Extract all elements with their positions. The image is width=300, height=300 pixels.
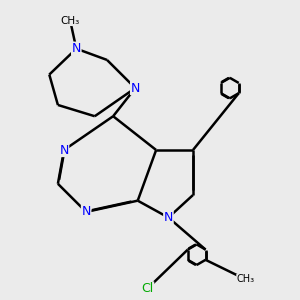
Text: N: N bbox=[72, 42, 81, 55]
Text: N: N bbox=[164, 211, 173, 224]
Text: Cl: Cl bbox=[141, 282, 154, 295]
Text: N: N bbox=[81, 206, 91, 218]
Text: CH₃: CH₃ bbox=[61, 16, 80, 26]
Text: N: N bbox=[59, 143, 69, 157]
Text: N: N bbox=[130, 82, 140, 94]
Text: CH₃: CH₃ bbox=[237, 274, 255, 284]
